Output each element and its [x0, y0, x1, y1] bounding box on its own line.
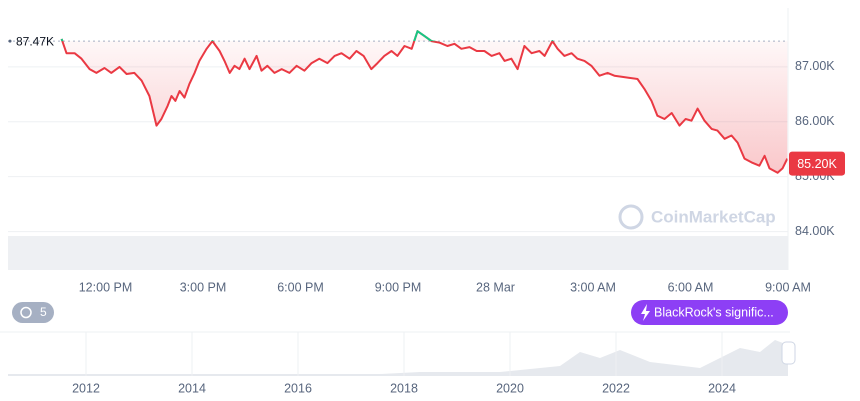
x-tick-label: 6:00 AM — [668, 280, 714, 294]
navigator-tick-label: 2016 — [284, 381, 312, 395]
navigator-tick-label: 2014 — [178, 381, 206, 395]
navigator-tick-label: 2024 — [708, 381, 736, 395]
price-badge — [789, 151, 845, 176]
y-tick-label: 84.00K — [795, 224, 835, 238]
history-badge[interactable] — [12, 302, 54, 323]
x-tick-label: 12:00 PM — [79, 280, 133, 294]
volume-area — [8, 236, 788, 270]
event-text: BlackRock's signific... — [654, 305, 774, 319]
navigator-area — [8, 340, 788, 376]
navigator-tick-label: 2018 — [390, 381, 418, 395]
history-icon — [20, 306, 32, 319]
navigator-tick-label: 2012 — [72, 381, 100, 395]
price-line-above — [60, 30, 554, 42]
area-fill — [61, 31, 788, 173]
y-tick-label: 86.00K — [795, 114, 835, 128]
navigator-tick-label: 2020 — [496, 381, 524, 395]
x-tick-label: 9:00 PM — [375, 280, 422, 294]
x-tick-label: 28 Mar — [476, 280, 515, 294]
navigator-handle[interactable] — [781, 341, 796, 365]
x-tick-label: 3:00 PM — [180, 280, 227, 294]
x-tick-label: 6:00 PM — [277, 280, 324, 294]
y-tick-label: 87.00K — [795, 59, 835, 73]
reference-dot — [8, 39, 12, 43]
watermark-text: CoinMarketCap — [651, 207, 776, 226]
price-badge-label: 85.20K — [797, 157, 837, 171]
watermark: CoinMarketCap — [618, 204, 776, 230]
event-tag[interactable] — [631, 300, 788, 325]
x-tick-label: 3:00 AM — [570, 280, 616, 294]
reference-label: 87.47K — [16, 34, 54, 48]
navigator-tick-label: 2022 — [602, 381, 630, 395]
history-count: 5 — [40, 305, 47, 319]
event-icon — [641, 304, 650, 321]
x-tick-label: 9:00 AM — [765, 280, 811, 294]
